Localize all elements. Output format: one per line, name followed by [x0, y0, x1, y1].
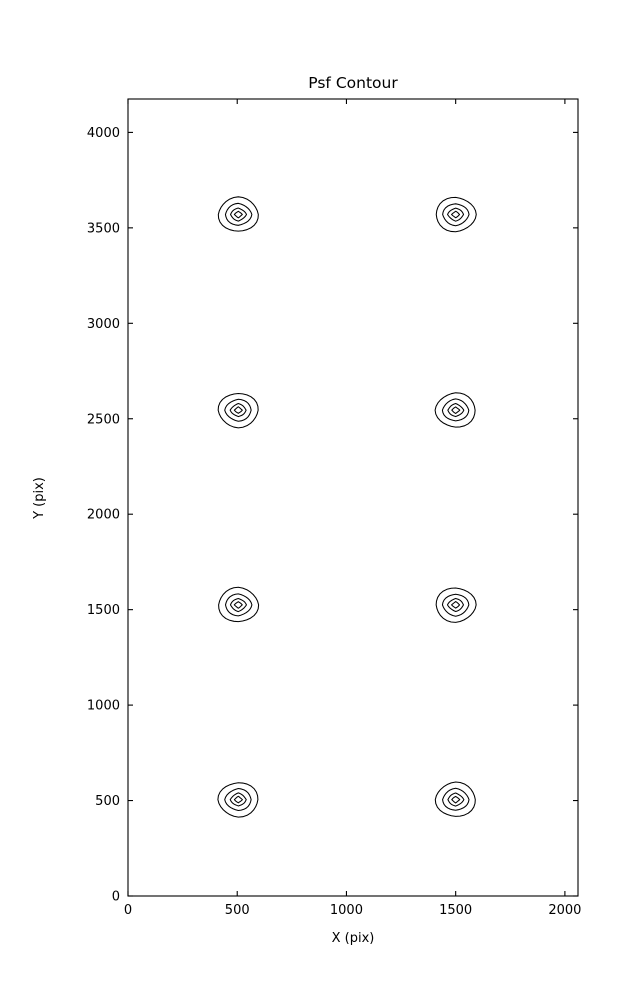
x-tick-label: 1500	[439, 903, 472, 918]
contour-level-2	[224, 398, 252, 422]
chart-title: Psf Contour	[308, 74, 398, 92]
y-tick-label: 1000	[87, 699, 120, 714]
plot-area-background	[128, 99, 578, 896]
contour-level-2	[224, 593, 253, 617]
y-tick-label: 0	[112, 890, 120, 905]
contour-level-1	[435, 196, 477, 233]
x-tick-label: 2000	[548, 903, 581, 918]
contour-level-2	[441, 398, 470, 422]
contour-level-1	[434, 781, 476, 817]
y-tick-label: 2500	[87, 412, 120, 427]
contour-level-2	[224, 788, 252, 812]
contour-level-4	[451, 795, 461, 804]
psf-contour-blob	[434, 781, 476, 817]
contour-level-1	[435, 587, 477, 623]
y-axis-ticks: 0 500 1000 1500 2000 2500 3000 3500 4000	[87, 126, 578, 905]
contour-level-4	[233, 406, 243, 414]
psf-contour-blob	[218, 586, 260, 623]
y-tick-label: 1500	[87, 603, 120, 618]
contour-level-4	[233, 601, 243, 609]
contour-level-4	[233, 795, 243, 804]
contour-level-3	[229, 792, 247, 807]
y-axis-label: Y (pix)	[32, 477, 47, 520]
contour-level-3	[229, 402, 247, 418]
contour-level-1	[218, 586, 260, 623]
contour-level-1	[434, 392, 476, 428]
contour-level-3	[446, 597, 464, 613]
contour-level-4	[451, 601, 461, 609]
contour-level-3	[230, 207, 248, 222]
psf-contour-blob	[435, 196, 477, 233]
contour-level-1	[217, 392, 259, 429]
contour-level-3	[447, 207, 465, 222]
contour-level-4	[233, 210, 243, 219]
x-tick-label: 1000	[330, 903, 363, 918]
contour-level-3	[447, 402, 465, 418]
x-tick-label: 0	[124, 903, 132, 918]
axes-spines	[127, 98, 579, 897]
contour-level-1	[217, 196, 259, 232]
contour-level-3	[229, 597, 247, 613]
contour-level-3	[447, 792, 465, 807]
contour-level-4	[451, 210, 461, 219]
contour-level-2	[442, 203, 470, 227]
psf-contour-blob	[217, 392, 259, 429]
contour-level-4	[451, 406, 461, 414]
psf-contour-blob	[435, 587, 477, 623]
y-tick-label: 2000	[87, 508, 120, 523]
x-tick-label: 500	[225, 903, 250, 918]
contour-level-2	[224, 202, 253, 226]
contour-level-1	[217, 782, 259, 818]
y-tick-label: 3500	[87, 221, 120, 236]
y-tick-label: 500	[95, 794, 120, 809]
y-tick-label: 3000	[87, 317, 120, 332]
x-axis-ticks: 0 500 1000 1500 2000	[124, 99, 581, 918]
psf-contour-blob	[217, 782, 259, 818]
contour-marks	[217, 196, 477, 818]
x-axis-label: X (pix)	[332, 931, 375, 946]
contour-level-2	[441, 593, 470, 617]
contour-level-2	[442, 787, 470, 811]
psf-contour-blob	[434, 392, 476, 428]
y-tick-label: 4000	[87, 126, 120, 141]
psf-contour-blob	[217, 196, 259, 232]
